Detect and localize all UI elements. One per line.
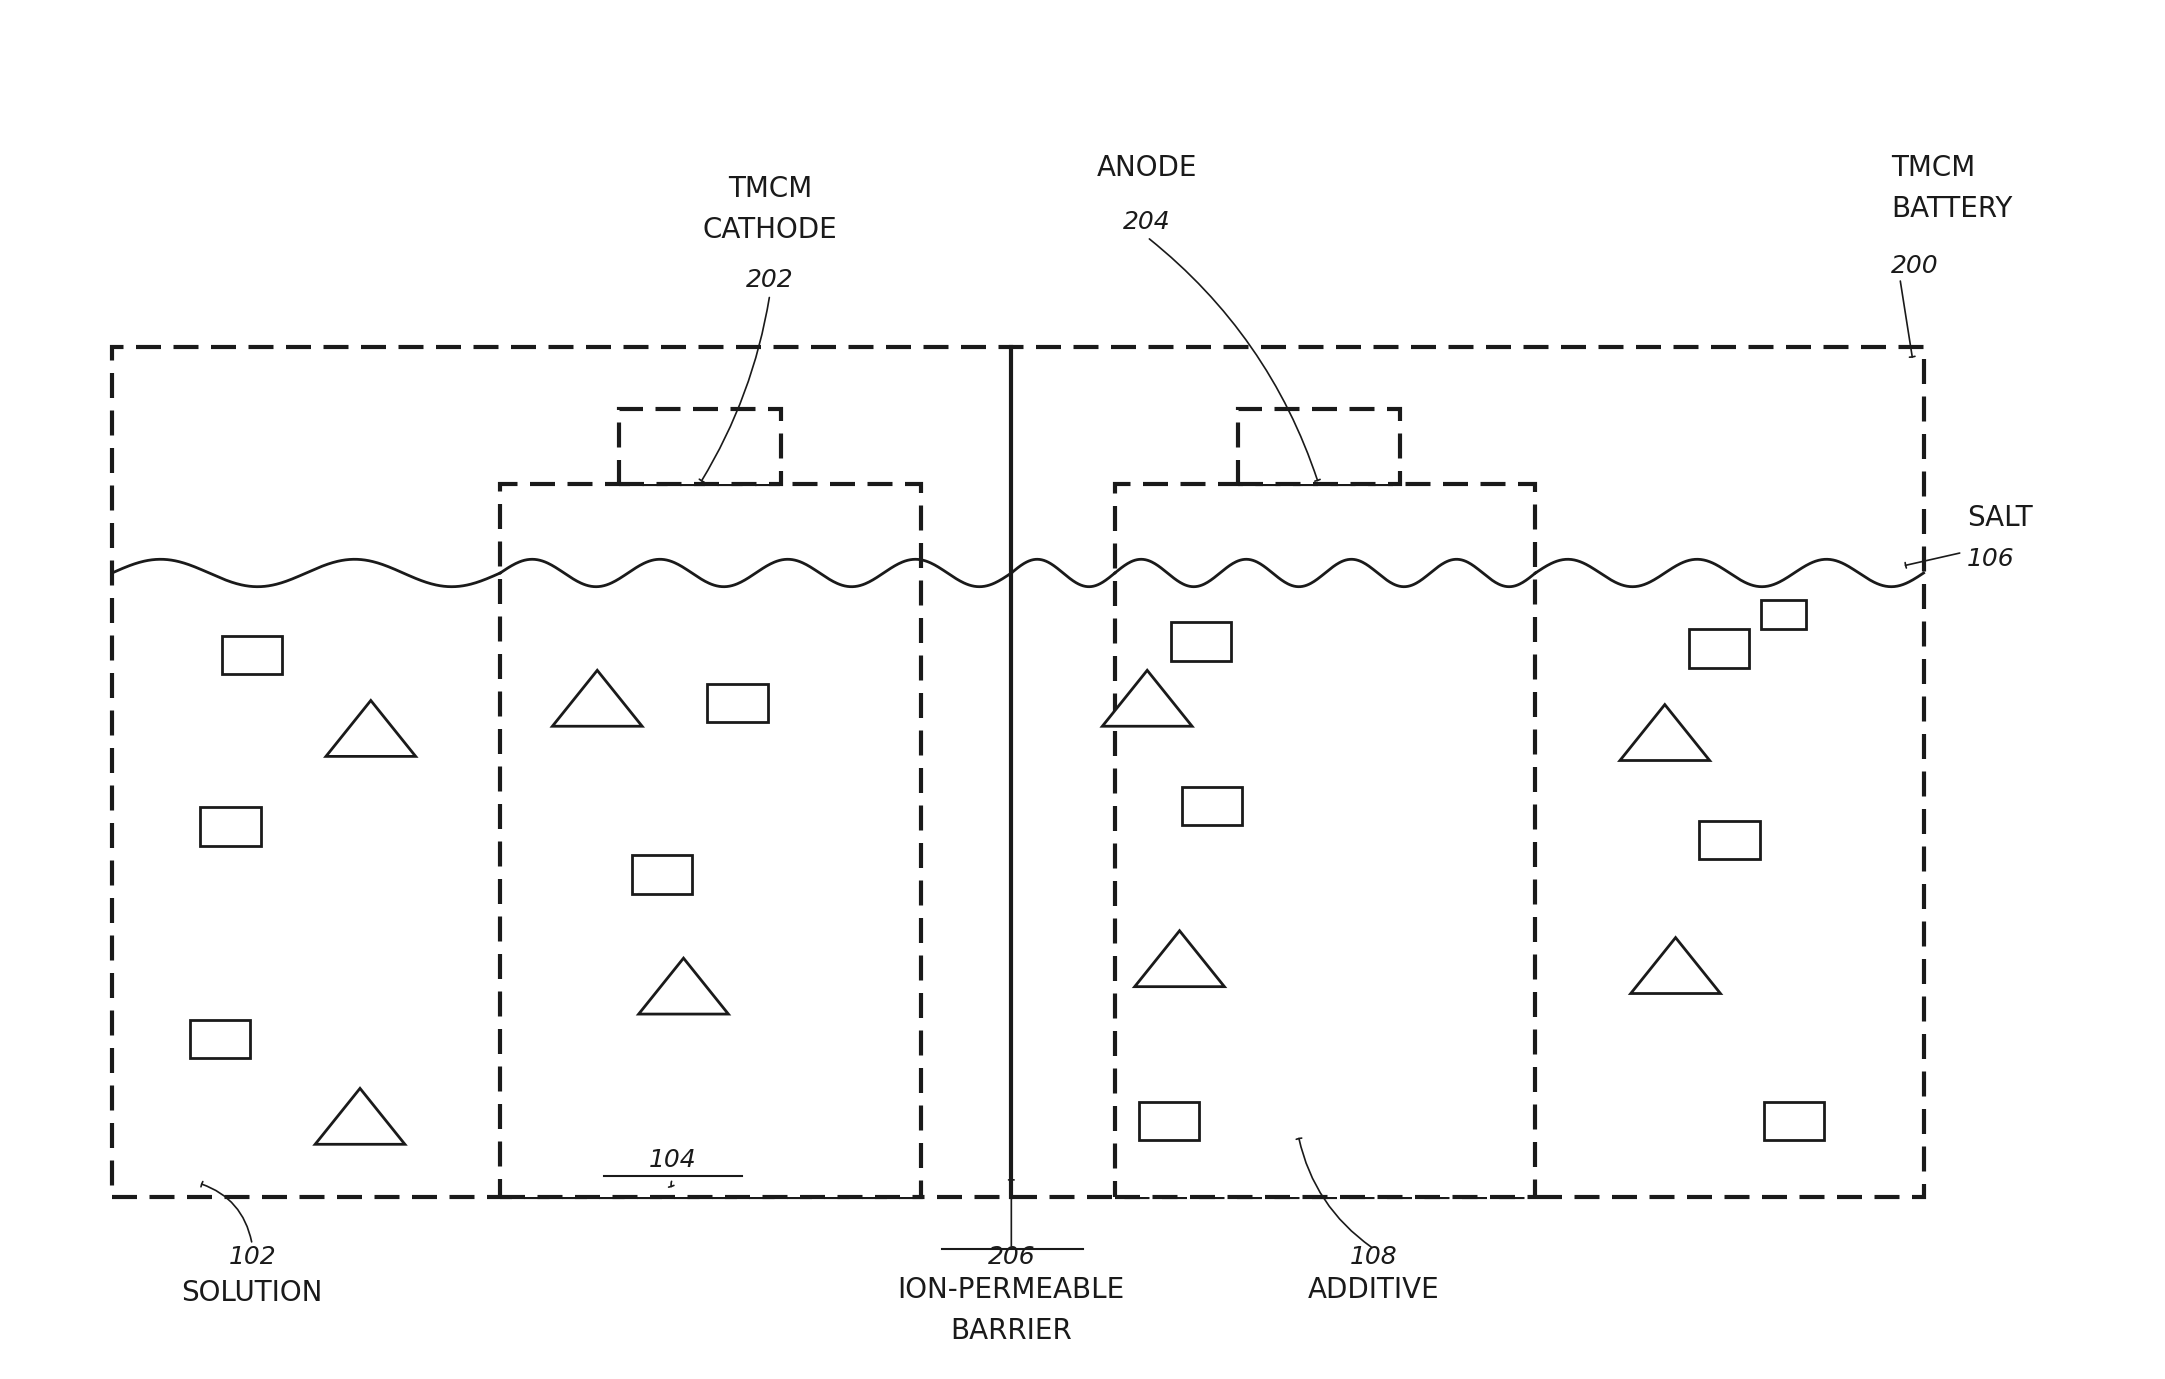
Text: ION-PERMEABLE: ION-PERMEABLE [898, 1276, 1126, 1305]
Bar [1760, 600, 1806, 629]
Bar [1171, 622, 1232, 661]
Polygon shape [1102, 670, 1193, 727]
Bar [1182, 787, 1243, 825]
Bar [500, 484, 920, 1197]
Bar [1689, 629, 1749, 667]
Bar [113, 348, 1923, 1197]
Text: SALT: SALT [1966, 505, 2033, 532]
Text: TMCM: TMCM [727, 175, 812, 203]
Polygon shape [327, 701, 416, 757]
Text: CATHODE: CATHODE [701, 217, 838, 244]
Polygon shape [639, 958, 727, 1014]
Bar [223, 636, 281, 674]
Bar [619, 408, 782, 484]
Polygon shape [1619, 705, 1710, 760]
Text: ADDITIVE: ADDITIVE [1308, 1276, 1440, 1305]
Bar [1238, 408, 1399, 484]
Text: 106: 106 [1966, 547, 2013, 571]
Text: 202: 202 [747, 268, 795, 292]
Text: BARRIER: BARRIER [950, 1317, 1072, 1346]
Polygon shape [1134, 931, 1225, 986]
Text: 104: 104 [650, 1147, 697, 1172]
Text: ANODE: ANODE [1098, 154, 1197, 182]
Polygon shape [316, 1088, 405, 1145]
Bar [201, 807, 260, 845]
Text: 102: 102 [227, 1245, 275, 1269]
Polygon shape [1630, 938, 1721, 993]
Text: 108: 108 [1349, 1245, 1396, 1269]
Bar [1764, 1102, 1825, 1140]
Bar [1139, 1102, 1199, 1140]
Text: 200: 200 [1892, 254, 1940, 279]
Bar [632, 855, 693, 894]
Bar [1115, 484, 1535, 1197]
Text: 204: 204 [1124, 211, 1171, 234]
Text: SOLUTION: SOLUTION [182, 1278, 323, 1307]
Bar [1700, 821, 1760, 859]
Polygon shape [552, 670, 643, 727]
Text: TMCM: TMCM [1892, 154, 1974, 182]
Text: BATTERY: BATTERY [1892, 196, 2013, 223]
Bar [191, 1020, 249, 1058]
Bar [708, 684, 769, 723]
Text: 206: 206 [987, 1245, 1035, 1269]
